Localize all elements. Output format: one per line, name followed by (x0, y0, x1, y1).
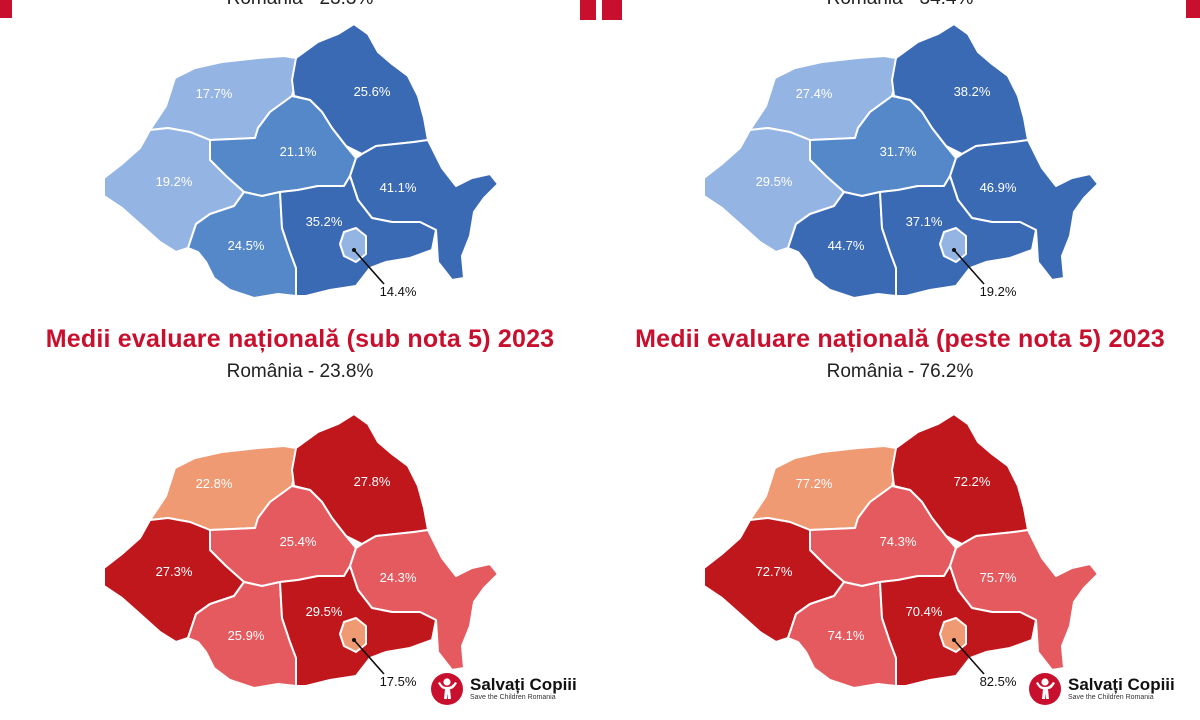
romania-map: 27.4% 38.2% 31.7% 29.5% 46.9% 44.7% 37.1% 19.2% (703, 23, 1099, 299)
region-label-vest: 27.3% (156, 564, 193, 579)
region-label-bucuresti-ilfov: 19.2% (980, 284, 1017, 299)
map-regions-group: 17.7% 25.6% 21.1% 19.2% 41.1% 24.5% 35.2% 14.4% (103, 23, 499, 299)
region-label-nord-est: 72.2% (954, 474, 991, 489)
region-label-sud-est: 24.3% (380, 570, 417, 585)
logo-tagline: Save the Children Romania (1068, 694, 1154, 701)
region-label-nord-vest: 77.2% (796, 476, 833, 491)
region-label-centru: 21.1% (280, 144, 317, 159)
region-label-vest: 29.5% (756, 174, 793, 189)
panel-subtitle-bottom-right: România - 76.2% (826, 361, 974, 382)
region-label-nord-vest: 22.8% (196, 476, 233, 491)
logo-tagline: Save the Children Romania (470, 694, 556, 701)
map-regions-group: 27.4% 38.2% 31.7% 29.5% 46.9% 44.7% 37.1% 19.2% (703, 23, 1099, 299)
region-label-sud-vest-oltenia: 24.5% (228, 238, 265, 253)
region-label-sud-est: 41.1% (380, 180, 417, 195)
leader-dot-bucuresti (952, 638, 956, 642)
region-bucuresti-ilfov (939, 227, 967, 263)
panel-subtitle-bottom-left: România - 23.8% (226, 361, 374, 382)
romania-map: 22.8% 27.8% 25.4% 27.3% 24.3% 25.9% 29.5% 17.5% (103, 413, 499, 689)
region-label-sud-muntenia: 37.1% (906, 214, 943, 229)
leader-line-bucuresti (353, 249, 385, 285)
region-label-nord-est: 25.6% (354, 84, 391, 99)
corner-accent-middle-2 (602, 0, 622, 20)
region-label-nord-vest: 27.4% (796, 86, 833, 101)
region-label-centru: 74.3% (880, 534, 917, 549)
romania-map: 77.2% 72.2% 74.3% 72.7% 75.7% 74.1% 70.4% 82.5% (703, 413, 1099, 689)
region-label-bucuresti-ilfov: 17.5% (380, 674, 417, 689)
region-label-sud-vest-oltenia: 74.1% (828, 628, 865, 643)
region-label-nord-vest: 17.7% (196, 86, 233, 101)
region-label-nord-est: 27.8% (354, 474, 391, 489)
region-label-sud-muntenia: 35.2% (306, 214, 343, 229)
child-figure-icon (1029, 673, 1061, 705)
region-bucuresti-ilfov (339, 617, 367, 653)
map-regions-group: 22.8% 27.8% 25.4% 27.3% 24.3% 25.9% 29.5% 17.5% (103, 413, 499, 689)
region-label-centru: 25.4% (280, 534, 317, 549)
region-bucuresti-ilfov (339, 227, 367, 263)
region-label-sud-vest-oltenia: 44.7% (828, 238, 865, 253)
region-label-sud-est: 46.9% (980, 180, 1017, 195)
corner-accent-left (0, 0, 12, 18)
panel-subtitle: România - 23.3% (0, 0, 600, 10)
logo-salvati-copiii-left: Salvați Copiii Save the Children Romania (430, 672, 577, 706)
region-label-sud-est: 75.7% (980, 570, 1017, 585)
corner-accent-middle (580, 0, 596, 20)
region-label-sud-vest-oltenia: 25.9% (228, 628, 265, 643)
region-label-bucuresti-ilfov: 14.4% (380, 284, 417, 299)
leader-line-bucuresti (353, 639, 385, 675)
region-bucuresti-ilfov (939, 617, 967, 653)
region-label-vest: 19.2% (156, 174, 193, 189)
logo-salvati-copiii-right: Salvați Copiii Save the Children Romania (1028, 672, 1175, 706)
child-figure-icon (431, 673, 463, 705)
panel-title-bottom-left: Medii evaluare națională (sub nota 5) 20… (45, 325, 555, 353)
leader-dot-bucuresti (352, 638, 356, 642)
region-label-sud-muntenia: 70.4% (906, 604, 943, 619)
region-label-bucuresti-ilfov: 82.5% (980, 674, 1017, 689)
region-label-sud-muntenia: 29.5% (306, 604, 343, 619)
region-label-centru: 31.7% (880, 144, 917, 159)
romania-map: 17.7% 25.6% 21.1% 19.2% 41.1% 24.5% 35.2% 14.4% (103, 23, 499, 299)
corner-accent-right (1186, 0, 1200, 18)
map-panel-top-right: România - 34.4% 27.4% 38.2% 31.7% 29.5% 46.9… (600, 0, 1200, 360)
map-panel-bottom-right: 77.2% 72.2% 74.3% 72.7% 75.7% 74.1% 70.4% 82.5% (600, 360, 1200, 720)
map-panel-bottom-left: 22.8% 27.8% 25.4% 27.3% 24.3% 25.9% 29.5% 17.5% (0, 360, 600, 720)
logo-name: Salvați Copiii (1068, 675, 1175, 694)
leader-line-bucuresti (953, 249, 985, 285)
leader-dot-bucuresti (952, 248, 956, 252)
region-label-nord-est: 38.2% (954, 84, 991, 99)
leader-line-bucuresti (953, 639, 985, 675)
region-label-vest: 72.7% (756, 564, 793, 579)
panel-title-bottom-right: Medii evaluare națională (peste nota 5) … (635, 325, 1165, 353)
map-panel-top-left: România - 23.3% 17.7% 25.6% 21.1% 19.2% 41.1… (0, 0, 600, 360)
panel-subtitle: România - 34.4% (600, 0, 1200, 10)
map-regions-group: 77.2% 72.2% 74.3% 72.7% 75.7% 74.1% 70.4% 82.5% (703, 413, 1099, 689)
logo-name: Salvați Copiii (470, 675, 577, 694)
leader-dot-bucuresti (352, 248, 356, 252)
